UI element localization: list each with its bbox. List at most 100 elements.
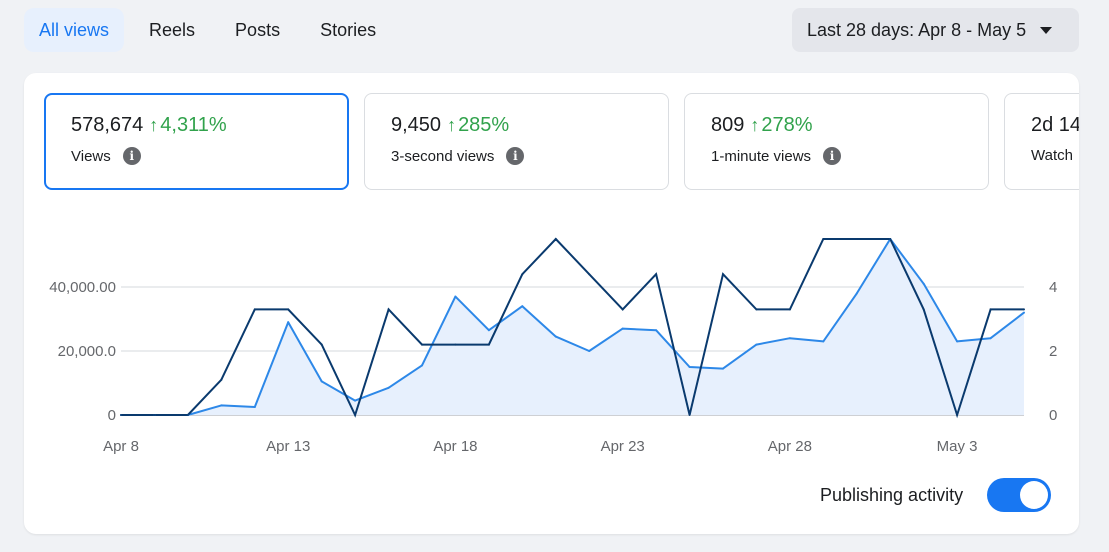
views-data-point [1023, 311, 1025, 314]
metric-card-watch-time[interactable]: 2d 14 Watch [1004, 93, 1079, 190]
tab-reels[interactable]: Reels [149, 19, 196, 40]
views-data-point [220, 404, 223, 407]
date-range-dropdown[interactable]: Last 28 days: Apr 8 - May 5 [792, 8, 1079, 52]
info-icon[interactable]: i [122, 147, 141, 165]
publishing-data-point [421, 343, 423, 346]
metric-delta-text: 4,311% [160, 114, 227, 136]
views-data-point [588, 350, 591, 352]
publishing-data-point [822, 238, 825, 240]
metric-value: 2d 14 [1031, 114, 1079, 136]
toggle-knob [1020, 481, 1049, 509]
views-data-point [822, 340, 825, 343]
publishing-data-point [287, 308, 290, 311]
publishing-data-point [253, 308, 256, 311]
info-icon[interactable]: i [506, 147, 525, 165]
publishing-data-point [354, 414, 357, 416]
publishing-data-point [387, 308, 390, 311]
publishing-data-point [487, 343, 490, 346]
publishing-activity-label: Publishing activity [820, 484, 964, 505]
date-range-label: Last 28 days: Apr 8 - May 5 [807, 19, 1027, 40]
views-data-point [855, 292, 858, 295]
views-data-point [487, 329, 490, 332]
metric-card-1-minute-views[interactable]: 809 ↑ 278% 1-minute views i [684, 93, 989, 190]
views-area [121, 239, 1024, 415]
publishing-data-point [454, 343, 457, 346]
metric-label: 3-second views [391, 147, 495, 165]
tab-posts[interactable]: Posts [235, 19, 281, 40]
publishing-data-point [755, 308, 758, 311]
views-data-point [454, 295, 457, 298]
arrow-up-icon: ↑ [149, 115, 159, 135]
publishing-data-point [688, 414, 691, 416]
x-tick-label: Apr 23 [601, 438, 645, 455]
publishing-data-point [120, 414, 122, 416]
publishing-data-point [186, 414, 189, 416]
y-left-tick-label: 20,000.0 [58, 343, 116, 360]
publishing-data-point [554, 238, 557, 240]
y-right-tick-label: 4 [1049, 279, 1057, 296]
views-data-point [788, 337, 791, 340]
publishing-data-point [855, 238, 858, 240]
views-data-point [354, 399, 357, 402]
view-tabs: All views Reels Posts Stories [24, 8, 401, 52]
tab-stories[interactable]: Stories [320, 19, 377, 40]
publishing-activity-toggle[interactable] [987, 478, 1052, 512]
metric-label: Watch [1031, 147, 1073, 164]
views-data-point [387, 386, 390, 389]
views-data-point [922, 282, 925, 285]
publishing-data-point [922, 308, 925, 311]
views-data-point [688, 366, 691, 368]
metric-delta-text: 278% [761, 114, 813, 136]
metric-delta: ↑ 4,311% [149, 114, 226, 137]
views-card: 578,674 ↑ 4,311% Views i 9,450 ↑ 285% 3-se… [24, 73, 1079, 534]
x-tick-label: Apr 28 [768, 438, 812, 455]
x-tick-label: Apr 8 [103, 438, 139, 455]
caret-down-icon [1040, 26, 1053, 34]
views-line-chart: 0 20,000.0 40,000.00 0 2 4 Apr 8 Apr 13 Apr 18 Ap… [49, 237, 1057, 455]
views-data-point [421, 364, 423, 367]
publishing-data-point [722, 273, 724, 276]
metric-delta: ↑ 278% [750, 114, 812, 137]
metric-delta-text: 285% [458, 114, 510, 136]
y-left-tick-label: 0 [108, 407, 116, 424]
metric-card-views[interactable]: 578,674 ↑ 4,311% Views i [44, 93, 349, 190]
views-data-point [621, 327, 624, 330]
x-tick-label: Apr 13 [266, 438, 310, 455]
metric-label: Views [71, 147, 111, 165]
x-tick-label: May 3 [937, 438, 978, 455]
metric-label: 1-minute views [711, 147, 812, 165]
arrow-up-icon: ↑ [750, 115, 760, 135]
views-data-point [521, 305, 524, 308]
arrow-up-icon: ↑ [447, 115, 457, 135]
views-data-point [655, 329, 658, 332]
views-data-point [253, 406, 256, 408]
metric-value: 578,674 [71, 114, 144, 136]
views-series-line [121, 238, 1025, 416]
x-tick-label: Apr 18 [433, 438, 477, 455]
publishing-data-point [655, 273, 658, 276]
y-left-tick-label: 40,000.00 [49, 279, 116, 296]
publishing-data-point [989, 308, 992, 311]
publishing-data-point [889, 238, 892, 240]
y-right-tick-label: 2 [1049, 343, 1057, 360]
metric-value: 9,450 [391, 114, 442, 136]
metric-delta: ↑ 285% [447, 114, 509, 137]
publishing-data-point [320, 343, 323, 346]
publishing-data-point [588, 273, 591, 276]
publishing-data-point [621, 308, 624, 311]
metric-card-3-second-views[interactable]: 9,450 ↑ 285% 3-second views i [364, 93, 669, 190]
info-icon[interactable]: i [823, 147, 842, 165]
tab-all-views[interactable]: All views [24, 8, 125, 52]
publishing-data-point [153, 414, 156, 416]
views-data-point [755, 343, 758, 346]
views-data-point [554, 335, 557, 338]
publishing-data-point [788, 308, 791, 311]
views-data-point [989, 337, 992, 340]
views-data-point [722, 367, 724, 370]
publishing-data-point [956, 414, 959, 416]
views-data-point [320, 380, 323, 383]
y-right-tick-label: 0 [1049, 407, 1057, 424]
publishing-data-point [220, 378, 223, 381]
publishing-data-point [521, 273, 524, 276]
publishing-data-point [1023, 308, 1025, 311]
